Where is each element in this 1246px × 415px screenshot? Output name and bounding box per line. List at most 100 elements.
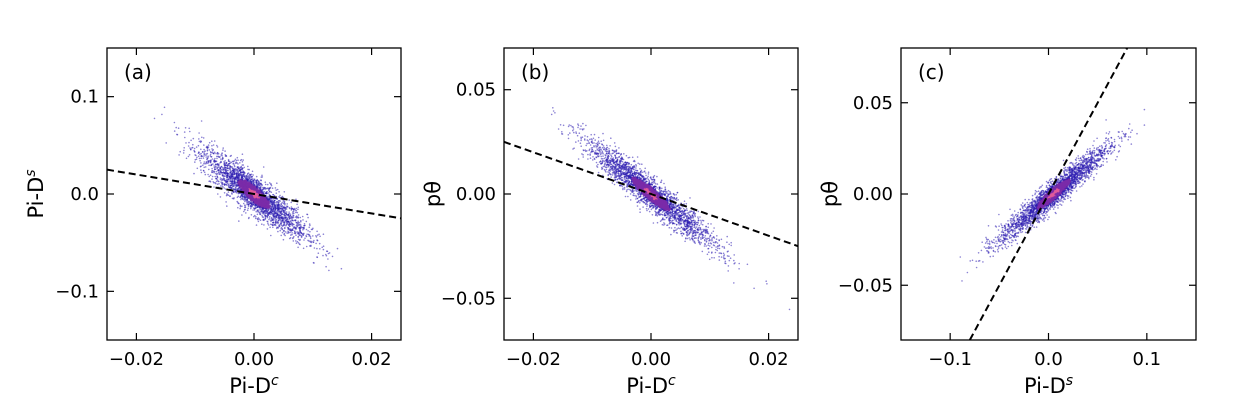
scatter-point bbox=[595, 146, 597, 148]
scatter-point bbox=[207, 144, 210, 146]
scatter-point bbox=[606, 144, 608, 147]
scatter-point bbox=[270, 211, 272, 214]
scatter-point bbox=[255, 186, 258, 189]
scatter-point bbox=[244, 206, 247, 208]
scatter-point bbox=[193, 149, 195, 152]
scatter-point bbox=[259, 184, 262, 186]
scatter-point bbox=[280, 222, 282, 225]
scatter-point bbox=[248, 183, 251, 187]
scatter-point bbox=[208, 149, 211, 151]
scatter-point bbox=[253, 209, 256, 211]
scatter-point bbox=[219, 178, 222, 181]
scatter-point bbox=[672, 214, 674, 217]
scatter-point bbox=[289, 214, 291, 217]
scatter-point bbox=[163, 106, 166, 109]
scatter-point bbox=[237, 179, 240, 181]
scatter-point bbox=[673, 231, 675, 233]
scatter-point bbox=[607, 174, 609, 177]
scatter-point bbox=[572, 126, 574, 128]
scatter-point bbox=[255, 181, 257, 183]
scatter-point bbox=[276, 182, 278, 184]
scatter-point bbox=[616, 181, 618, 184]
scatter-point bbox=[706, 229, 708, 231]
scatter-point bbox=[285, 211, 288, 213]
scatter-point bbox=[624, 180, 627, 183]
scatter-point bbox=[677, 221, 680, 223]
scatter-point bbox=[718, 252, 721, 254]
scatter-point bbox=[613, 170, 615, 172]
scatter-point bbox=[313, 262, 315, 264]
scatter-point bbox=[623, 188, 626, 190]
scatter-point bbox=[595, 150, 597, 152]
scatter-point bbox=[652, 222, 655, 224]
scatter-point bbox=[609, 145, 611, 147]
scatter-point bbox=[705, 228, 707, 231]
scatter-point bbox=[272, 219, 275, 221]
scatter-point bbox=[567, 134, 570, 136]
scatter-point bbox=[577, 126, 579, 129]
scatter-point bbox=[710, 232, 713, 234]
scatter-point bbox=[205, 154, 207, 156]
scatter-point bbox=[281, 231, 284, 234]
scatter-point bbox=[669, 211, 671, 214]
scatter-point bbox=[683, 200, 686, 202]
scatter-point bbox=[630, 163, 633, 166]
scatter-point bbox=[224, 173, 227, 175]
scatter-point bbox=[699, 227, 702, 229]
scatter-point bbox=[605, 164, 608, 167]
scatter-point bbox=[229, 177, 232, 179]
scatter-point bbox=[676, 213, 679, 215]
scatter-point bbox=[646, 203, 649, 206]
scatter-point bbox=[610, 157, 612, 160]
scatter-point bbox=[238, 173, 240, 175]
scatter-point bbox=[273, 215, 276, 218]
scatter-point bbox=[676, 191, 679, 194]
scatter-point bbox=[678, 217, 681, 220]
scatter-point bbox=[216, 172, 219, 175]
scatter-point bbox=[231, 183, 233, 186]
scatter-point bbox=[647, 208, 650, 210]
scatter-point bbox=[245, 183, 249, 187]
scatter-point bbox=[667, 201, 669, 203]
scatter-point bbox=[632, 172, 634, 175]
scatter-point bbox=[659, 220, 662, 222]
scatter-point bbox=[578, 132, 581, 134]
scatter-point bbox=[623, 153, 625, 155]
scatter-point bbox=[634, 169, 637, 171]
scatter-point bbox=[628, 168, 631, 171]
scatter-point bbox=[292, 226, 295, 228]
scatter-point bbox=[224, 180, 226, 182]
scatter-point bbox=[626, 178, 629, 180]
scatter-point bbox=[247, 202, 249, 204]
scatter-point bbox=[608, 163, 611, 166]
scatter-point bbox=[247, 217, 250, 220]
scatter-point bbox=[638, 190, 640, 193]
scatter-point bbox=[570, 124, 572, 127]
scatter-point bbox=[686, 237, 689, 240]
scatter-point bbox=[315, 242, 317, 245]
scatter-point bbox=[194, 158, 197, 161]
scatter-point bbox=[611, 152, 613, 155]
scatter-point bbox=[237, 206, 239, 209]
scatter-point bbox=[707, 231, 709, 233]
scatter-point bbox=[229, 172, 232, 174]
scatter-point bbox=[287, 216, 290, 219]
scatter-point bbox=[589, 157, 592, 159]
scatter-point bbox=[618, 172, 620, 175]
scatter-point bbox=[561, 133, 563, 135]
scatter-point bbox=[601, 151, 604, 154]
scatter-point bbox=[675, 219, 677, 222]
scatter-point bbox=[577, 140, 580, 142]
scatter-point bbox=[213, 140, 216, 142]
scatter-point bbox=[298, 243, 301, 245]
scatter-point bbox=[276, 221, 279, 223]
scatter-point bbox=[235, 191, 238, 194]
scatter-point bbox=[240, 197, 243, 200]
scatter-point bbox=[252, 203, 255, 206]
scatter-point bbox=[291, 233, 293, 236]
scatter-point bbox=[209, 174, 212, 176]
scatter-point bbox=[315, 236, 318, 238]
scatter-point bbox=[702, 237, 704, 239]
scatter-point bbox=[707, 226, 709, 229]
scatter-point bbox=[685, 237, 687, 240]
